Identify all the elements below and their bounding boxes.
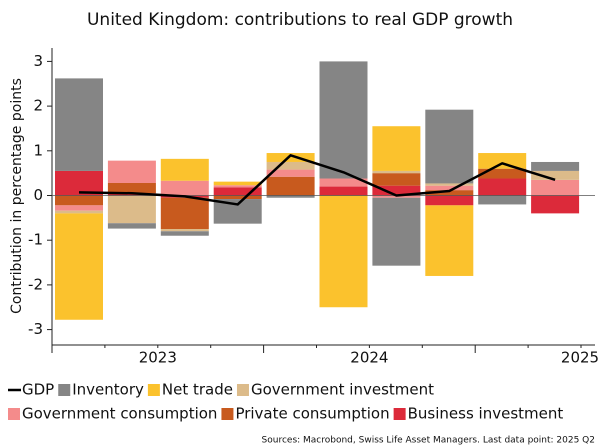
bar-segment <box>107 160 156 183</box>
bar-segment <box>478 153 527 169</box>
bar-segment <box>319 61 368 179</box>
bar-segment <box>266 169 315 177</box>
bar-segment <box>425 205 474 276</box>
bar-segment <box>531 179 580 196</box>
legend-swatch <box>236 384 249 396</box>
bar-segment <box>107 182 156 194</box>
bar-segment <box>160 158 209 181</box>
bar-segment <box>372 173 421 186</box>
bar-segment <box>55 195 103 206</box>
bar-segment <box>478 195 527 205</box>
bar-segment <box>531 161 580 171</box>
legend-label: GDP <box>22 381 54 399</box>
bar-segment <box>372 185 421 196</box>
bar-segment <box>372 197 421 266</box>
bar-segment <box>425 183 474 186</box>
bar-segment <box>55 78 103 171</box>
y-tick-label: -2 <box>28 275 43 293</box>
bar-segment <box>213 195 262 200</box>
bar-segment <box>107 195 156 224</box>
bar-segment <box>266 176 315 196</box>
source-note: Sources: Macrobond, Swiss Life Asset Man… <box>262 436 595 446</box>
bar-segment <box>160 197 209 230</box>
legend-label: Government consumption <box>22 405 217 423</box>
bar-segment <box>478 178 527 196</box>
bar-segment <box>107 223 156 229</box>
bar-segment <box>478 168 527 179</box>
x-year-label: 2024 <box>350 349 388 367</box>
legend-label: Inventory <box>72 381 144 399</box>
bar-segment <box>372 126 421 171</box>
y-tick-label: 2 <box>33 97 43 115</box>
legend-swatch <box>221 408 234 420</box>
legend-swatch <box>147 384 160 396</box>
y-tick-label: 0 <box>33 186 43 204</box>
bar-segment <box>319 186 368 196</box>
bar-segment <box>55 205 103 211</box>
x-year-label: 2025 <box>561 349 599 367</box>
chart-title: United Kingdom: contributions to real GD… <box>87 10 513 30</box>
bar-segment <box>213 181 262 186</box>
legend-swatch <box>8 408 20 420</box>
bar-segment <box>213 185 262 188</box>
bar-segment <box>531 170 580 180</box>
y-axis-label: Contribution in percentage points <box>9 78 25 314</box>
bar-segment <box>531 195 580 214</box>
legend-swatch <box>58 384 71 396</box>
bar-segment <box>160 180 209 196</box>
x-year-label: 2023 <box>139 349 177 367</box>
y-tick-label: -3 <box>28 320 43 338</box>
bar-segment <box>55 210 103 214</box>
y-tick-label: 1 <box>33 141 43 159</box>
legend-label: Business investment <box>408 405 564 423</box>
bar-segment <box>372 170 421 174</box>
bar-segment <box>266 161 315 170</box>
bar-segment <box>266 153 315 162</box>
bar-segment <box>160 231 209 236</box>
bar-segment <box>319 195 368 308</box>
bar-segment <box>425 195 474 206</box>
y-tick-label: 3 <box>33 52 43 70</box>
legend-label: Private consumption <box>235 405 389 423</box>
legend-label: Net trade <box>162 381 233 399</box>
bar-segment <box>160 229 209 232</box>
gdp-line <box>78 154 556 206</box>
bar-segment <box>213 187 262 196</box>
bar-segment <box>425 185 474 191</box>
bar-segment <box>319 178 368 187</box>
legend-swatch <box>393 408 406 420</box>
legend-label: Government investment <box>251 381 434 399</box>
bar-segment <box>266 195 315 198</box>
bar-segment <box>425 190 474 196</box>
bar-segment <box>425 109 474 184</box>
bar-segment <box>55 213 103 320</box>
y-tick-label: -1 <box>28 231 43 249</box>
